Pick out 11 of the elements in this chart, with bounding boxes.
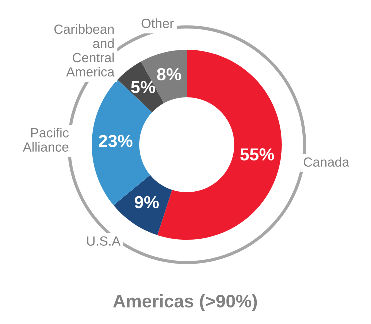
slice-label: Pacific Alliance xyxy=(23,128,69,152)
slice-label: Canada xyxy=(304,157,350,167)
slice-label: U.S.A xyxy=(87,236,121,246)
data-label: 8% xyxy=(157,68,182,81)
data-label: 5% xyxy=(131,81,156,94)
slice-label: Caribbean and Central America xyxy=(54,24,115,77)
data-label: 23% xyxy=(99,135,133,148)
data-label: 9% xyxy=(135,196,160,209)
slice-label: Other xyxy=(142,18,174,28)
text: Americas (>90%) xyxy=(113,294,258,312)
data-label: 55% xyxy=(240,148,274,161)
